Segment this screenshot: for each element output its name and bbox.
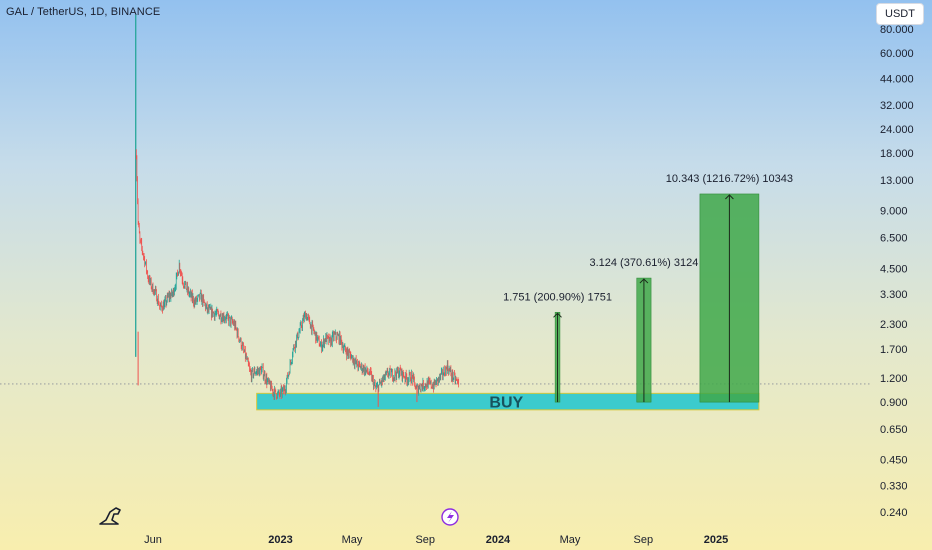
y-tick-label: 4.500 <box>880 263 908 275</box>
y-tick-label: 60.000 <box>880 48 914 60</box>
x-tick-label: 2024 <box>486 534 511 546</box>
y-tick-label: 9.000 <box>880 206 908 218</box>
y-tick-label: 3.300 <box>880 289 908 301</box>
x-tick-label: 2025 <box>704 534 728 546</box>
y-tick-label: 0.240 <box>880 507 908 519</box>
y-tick-label: 0.650 <box>880 424 908 436</box>
target-label: 1.751 (200.90%) 1751 <box>503 291 612 303</box>
x-tick-label: Jun <box>144 534 162 546</box>
y-tick-label: 80.000 <box>880 24 914 36</box>
y-tick-label: 2.300 <box>880 319 908 331</box>
target-label: 10.343 (1216.72%) 10343 <box>666 173 793 185</box>
buy-zone-label: BUY <box>489 395 523 412</box>
lightning-icon <box>447 511 454 523</box>
y-tick-label: 13.000 <box>880 175 914 187</box>
x-tick-label: Sep <box>415 534 435 546</box>
y-tick-label: 0.330 <box>880 481 908 493</box>
y-tick-label: 0.900 <box>880 397 908 409</box>
x-tick-label: May <box>342 534 363 546</box>
target-arrow-head <box>639 278 649 284</box>
y-tick-label: 1.700 <box>880 344 908 356</box>
y-tick-label: 24.000 <box>880 124 914 136</box>
dinosaur-logo-icon <box>99 507 121 525</box>
x-tick-label: 2023 <box>268 534 292 546</box>
x-tick-label: May <box>560 534 581 546</box>
target-arrow-head <box>725 194 734 200</box>
y-tick-label: 18.000 <box>880 148 914 160</box>
y-tick-label: 1.200 <box>880 373 908 385</box>
y-tick-label: 6.500 <box>880 233 908 245</box>
y-tick-label: 44.000 <box>880 74 914 86</box>
x-tick-label: Sep <box>634 534 654 546</box>
y-tick-label: 0.450 <box>880 455 908 467</box>
symbol-title: GAL / TetherUS, 1D, BINANCE <box>6 6 161 18</box>
y-tick-label: 32.000 <box>880 100 914 112</box>
target-arrow-head <box>553 312 562 318</box>
currency-button[interactable]: USDT <box>876 3 924 25</box>
target-label: 3.124 (370.61%) 3124 <box>589 257 698 269</box>
